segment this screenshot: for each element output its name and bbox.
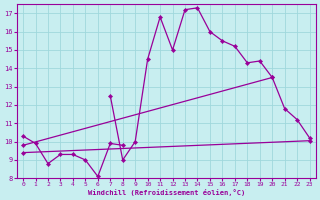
X-axis label: Windchill (Refroidissement éolien,°C): Windchill (Refroidissement éolien,°C)	[88, 189, 245, 196]
